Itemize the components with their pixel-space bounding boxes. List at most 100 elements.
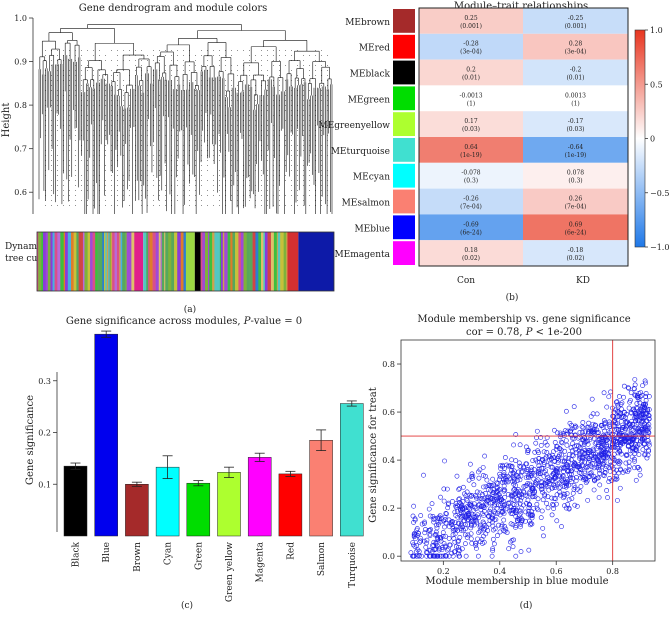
scatter-point <box>526 491 532 497</box>
dendrogram-dot <box>105 80 106 81</box>
scatter-point <box>569 496 575 501</box>
dendrogram-dot <box>45 205 46 206</box>
dendrogram-dot <box>273 155 274 156</box>
module-stripe <box>264 232 268 291</box>
scatter-point <box>578 467 584 472</box>
dendrogram-dot <box>249 175 250 176</box>
scatter-point <box>508 471 514 477</box>
dendrogram-dot <box>237 90 238 91</box>
dendrogram-tree <box>38 24 333 214</box>
dendrogram-dot <box>129 105 130 106</box>
dendrogram-dot <box>207 160 208 161</box>
scatter-point <box>456 487 462 492</box>
module-block <box>287 232 299 291</box>
bar-salmon <box>309 440 333 537</box>
scatter-point <box>428 547 434 553</box>
dendrogram-dot <box>219 185 220 186</box>
dendrogram-dot <box>93 185 94 186</box>
scatter-point <box>554 466 560 471</box>
scatter-point <box>613 439 618 445</box>
scatter-point <box>627 422 632 428</box>
dendrogram-dot <box>255 160 256 161</box>
dendrogram-dot <box>93 170 94 171</box>
scatter-point <box>488 506 493 512</box>
dendrogram-dot <box>231 80 232 81</box>
scatter-point <box>432 532 438 538</box>
dendrogram-dot <box>303 95 304 96</box>
heatmap-cell-value: 0.25 <box>464 15 478 22</box>
module-stripe <box>97 232 101 291</box>
scatter-point <box>636 426 641 432</box>
dendrogram-dot <box>183 135 184 136</box>
dendrogram-dot <box>309 75 310 76</box>
scatter-point <box>462 505 468 511</box>
dendrogram-dot <box>201 50 202 51</box>
scatter-point <box>442 514 448 520</box>
dendrogram-dot <box>105 185 106 186</box>
scatter-point <box>584 465 590 471</box>
scatter-point <box>532 449 538 455</box>
dendrogram-dot <box>279 205 280 206</box>
panel-c-bar-chart: Gene significance across modules, P-valu… <box>25 316 364 611</box>
module-swatch <box>393 215 415 240</box>
dendrogram-dot <box>249 145 250 146</box>
dendrogram-dot <box>261 50 262 51</box>
dendrogram-dot <box>147 155 148 156</box>
scatter-point <box>413 532 419 537</box>
scatter-point <box>609 437 615 443</box>
dendrogram-dot <box>249 180 250 181</box>
colorbar-tick-label: −0.5 <box>650 189 669 198</box>
scatter-point <box>468 521 474 527</box>
dendrogram-dot <box>267 50 268 51</box>
scatter-point <box>549 478 555 483</box>
dendrogram-dot <box>249 120 250 121</box>
scatter-point <box>601 473 607 479</box>
dendrogram-dot <box>165 115 166 116</box>
scatter-point <box>467 505 473 511</box>
dendrogram-dot <box>255 165 256 166</box>
scatter-point <box>557 446 563 452</box>
scatter-point <box>465 517 471 523</box>
scatter-point <box>519 469 524 475</box>
heatmap-cell <box>419 59 523 86</box>
dendrogram-dot <box>327 105 328 106</box>
dendrogram-dot <box>231 145 232 146</box>
scatter-point <box>473 493 478 498</box>
dendrogram-dot <box>141 95 142 96</box>
dendrogram-dot <box>207 195 208 196</box>
dendrogram-dot <box>129 175 130 176</box>
module-stripe <box>71 232 74 291</box>
scatter-point <box>616 423 622 429</box>
scatter-point <box>554 430 560 436</box>
module-stripe <box>110 232 113 291</box>
dendrogram-dot <box>309 150 310 151</box>
dendrogram-dot <box>195 165 196 166</box>
scatter-point <box>646 447 651 453</box>
dendrogram-dot <box>219 115 220 116</box>
scatter-point <box>549 485 555 491</box>
dendrogram-dot <box>273 180 274 181</box>
dendrogram-dot <box>303 105 304 106</box>
scatter-point <box>528 520 534 526</box>
scatter-point <box>579 463 585 468</box>
scatter-point <box>538 442 544 448</box>
dendrogram-dot <box>111 165 112 166</box>
scatter-point <box>439 547 445 553</box>
scatter-point <box>579 424 585 430</box>
scatter-point <box>491 541 497 547</box>
module-stripe <box>270 232 275 291</box>
module-stripe <box>76 232 79 291</box>
scatter-point <box>559 524 564 529</box>
dendrogram-dot <box>279 90 280 91</box>
dendrogram-dot <box>219 105 220 106</box>
dendrogram-dot <box>195 105 196 106</box>
scatter-point <box>471 482 477 488</box>
dendrogram-dot <box>279 190 280 191</box>
scatter-point <box>526 508 532 514</box>
dendrogram-dot <box>51 165 52 166</box>
dendrogram-dot <box>57 125 58 126</box>
dendrogram-dot <box>69 110 70 111</box>
dendrogram-dot <box>297 65 298 66</box>
panel-a-yticks: 0.60.70.80.91.0 <box>14 14 33 197</box>
dendrogram-dot <box>237 120 238 121</box>
